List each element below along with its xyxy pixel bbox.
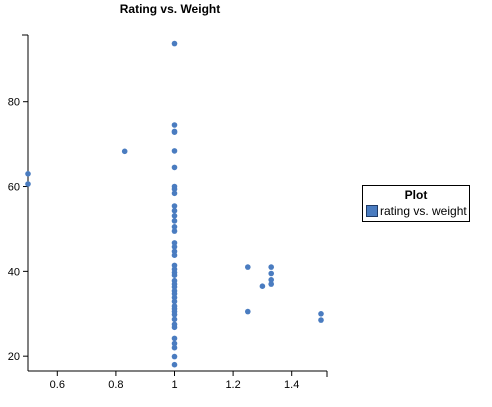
data-point bbox=[171, 203, 178, 209]
data-point bbox=[171, 224, 178, 230]
y-tick-label: 20 bbox=[8, 351, 20, 363]
data-point bbox=[318, 317, 324, 323]
legend-title: Plot bbox=[404, 188, 428, 202]
data-point bbox=[171, 228, 178, 234]
data-point bbox=[245, 264, 251, 270]
x-tick-label: 0.6 bbox=[50, 379, 65, 391]
data-point bbox=[121, 148, 128, 155]
data-point bbox=[171, 311, 178, 318]
data-point bbox=[171, 218, 178, 224]
data-point bbox=[25, 181, 31, 187]
data-point bbox=[171, 316, 178, 323]
data-point bbox=[171, 129, 178, 135]
data-point bbox=[171, 148, 178, 154]
x-tick-label: 1.4 bbox=[284, 379, 299, 391]
data-point bbox=[171, 207, 178, 214]
legend-entry-label: rating vs. weight bbox=[380, 204, 467, 218]
plot-area: 20 40 60 80 0.6 0.8 1 1.2 1.4 bbox=[8, 34, 328, 391]
data-point bbox=[268, 270, 275, 277]
data-point bbox=[171, 40, 178, 47]
data-point bbox=[171, 244, 178, 250]
chart-title: Rating vs. Weight bbox=[120, 2, 220, 16]
x-tick-label: 0.8 bbox=[108, 379, 123, 391]
data-point bbox=[171, 284, 178, 290]
data-point bbox=[171, 344, 178, 351]
data-point bbox=[171, 190, 178, 197]
data-point bbox=[171, 298, 178, 305]
data-point bbox=[171, 240, 178, 246]
data-point bbox=[25, 171, 31, 177]
data-point bbox=[259, 283, 266, 290]
y-tick-label: 80 bbox=[8, 97, 20, 109]
y-tick-label: 40 bbox=[8, 266, 20, 278]
data-point bbox=[171, 294, 178, 301]
data-point bbox=[245, 308, 251, 315]
x-tick-label: 1 bbox=[171, 379, 177, 391]
data-point bbox=[171, 324, 178, 331]
data-point bbox=[268, 277, 275, 283]
data-point bbox=[171, 252, 178, 258]
data-point bbox=[171, 272, 178, 279]
data-point bbox=[171, 122, 178, 128]
data-point bbox=[171, 353, 178, 360]
data-point bbox=[171, 361, 178, 368]
data-point bbox=[268, 264, 275, 270]
data-point bbox=[171, 186, 178, 192]
data-point bbox=[171, 213, 178, 219]
data-point bbox=[171, 164, 178, 171]
legend: Plot rating vs. weight bbox=[362, 185, 470, 222]
legend-swatch bbox=[366, 205, 378, 217]
data-point bbox=[318, 311, 324, 317]
data-point bbox=[171, 340, 178, 347]
legend-entry: rating vs. weight bbox=[366, 204, 467, 218]
data-point bbox=[171, 335, 178, 342]
data-point bbox=[268, 281, 275, 287]
y-tick-label: 60 bbox=[8, 182, 20, 194]
x-tick-label: 1.2 bbox=[225, 379, 240, 391]
